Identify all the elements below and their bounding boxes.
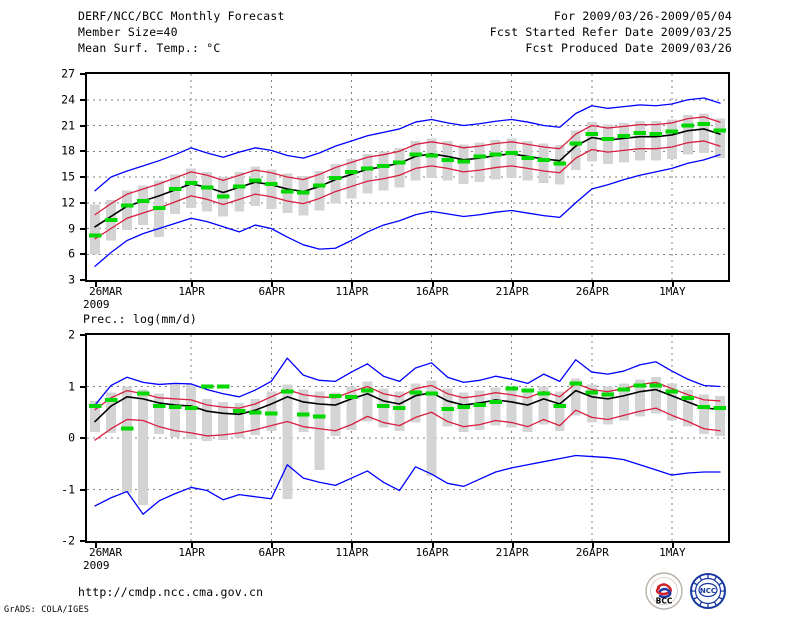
temperature-x-axis-year: 2009: [83, 298, 110, 311]
x-axis-tick-label: 26APR: [575, 546, 609, 559]
header-left-block: DERF/NCC/BCC Monthly Forecast Member Siz…: [78, 8, 285, 56]
header-member-size: Member Size=40: [78, 25, 178, 39]
y-axis-tick-mark: [80, 488, 85, 491]
forecast-produced-date: Fcst Produced Date 2009/03/26: [525, 41, 732, 55]
precipitation-panel: Prec.: log(mm/d) -2 -1 0 1 2 26MAR 1APR 6APR 11…: [61, 312, 730, 572]
temperature-plot-frame: [85, 72, 730, 282]
y-axis-tick-mark: [80, 385, 85, 388]
y-axis-tick-label: 9: [68, 221, 75, 235]
y-axis-tick-mark: [80, 540, 85, 542]
x-axis-tick-mark: [671, 282, 674, 287]
x-axis-tick-mark: [191, 543, 194, 548]
y-axis-tick-label: -1: [61, 482, 75, 496]
y-axis-tick-mark: [80, 227, 85, 230]
grads-credit: GrADS: COLA/IGES: [4, 605, 90, 615]
temperature-panel: 3 6 9 12 15 18 21 24 27 26MAR 1APR 6APR 11APR 16APR 2…: [61, 66, 730, 311]
x-axis-tick-mark: [271, 543, 274, 548]
x-axis-tick-label: 26MAR: [89, 285, 123, 298]
precipitation-x-axis-year: 2009: [83, 559, 110, 572]
y-axis-tick-label: 24: [61, 92, 75, 107]
y-axis-tick-mark: [80, 334, 85, 336]
x-axis-tick-mark: [351, 543, 354, 548]
y-axis-tick-mark: [80, 279, 85, 281]
x-axis-tick-label: 21APR: [495, 546, 529, 559]
y-axis-tick-mark: [80, 124, 85, 127]
y-axis-tick-label: -2: [61, 533, 75, 548]
y-axis-tick-mark: [80, 150, 85, 153]
y-axis-tick-mark: [80, 253, 85, 256]
ncc-logo: NCC: [689, 572, 727, 610]
y-axis-tick-label: 18: [61, 143, 75, 158]
x-axis-tick-label: 16APR: [415, 546, 449, 559]
y-axis-tick-mark: [80, 98, 85, 101]
y-axis-tick-label: 12: [61, 195, 75, 210]
y-axis-tick-label: 21: [61, 118, 75, 132]
x-axis-tick-mark: [511, 543, 514, 548]
logo-group: BCC NCC: [645, 572, 745, 610]
forecast-period: For 2009/03/26-2009/05/04: [553, 9, 732, 23]
y-axis-tick-label: 6: [68, 246, 75, 261]
x-axis-tick-label: 1MAY: [659, 285, 686, 298]
x-axis-tick-mark: [271, 282, 274, 287]
header-title: DERF/NCC/BCC Monthly Forecast: [78, 9, 285, 23]
y-axis-tick-label: 1: [68, 379, 75, 393]
y-axis-tick-label: 2: [68, 327, 75, 342]
x-axis-tick-label: 21APR: [495, 285, 529, 298]
precipitation-title: Prec.: log(mm/d): [83, 312, 197, 326]
svg-text:BCC: BCC: [656, 597, 673, 606]
x-axis-tick-label: 6APR: [258, 285, 285, 298]
y-axis-tick-label: 15: [61, 169, 75, 184]
x-axis-tick-label: 1MAY: [659, 546, 686, 559]
y-axis-tick-mark: [80, 437, 85, 439]
y-axis-tick-label: 3: [68, 272, 75, 287]
y-axis-tick-mark: [80, 201, 85, 204]
x-axis-tick-label: 26APR: [575, 285, 609, 298]
x-axis-tick-mark: [191, 282, 194, 287]
y-axis-tick-mark: [80, 73, 85, 75]
precipitation-plot-frame: [85, 333, 730, 543]
x-axis-tick-mark: [591, 282, 594, 287]
x-axis-tick-mark: [95, 543, 97, 548]
bcc-logo: BCC: [645, 572, 683, 610]
x-axis-tick-mark: [671, 543, 674, 548]
header: DERF/NCC/BCC Monthly Forecast Member Siz…: [0, 0, 800, 66]
cmdp-url[interactable]: http://cmdp.ncc.cma.gov.cn: [78, 585, 264, 599]
x-axis-tick-label: 1APR: [178, 285, 205, 298]
y-axis-tick-mark: [80, 176, 85, 178]
x-axis-tick-label: 6APR: [258, 546, 285, 559]
header-variable-label: Mean Surf. Temp.: °C: [78, 41, 221, 55]
precipitation-plot-canvas: [87, 335, 728, 541]
header-right-block: For 2009/03/26-2009/05/04 Fcst Started R…: [490, 8, 732, 56]
x-axis-tick-label: 11APR: [335, 546, 369, 559]
x-axis-tick-mark: [351, 282, 354, 287]
svg-text:NCC: NCC: [700, 587, 716, 595]
x-axis-tick-mark: [431, 282, 434, 287]
x-axis-tick-mark: [431, 543, 434, 548]
x-axis-tick-label: 11APR: [335, 285, 369, 298]
x-axis-tick-mark: [511, 282, 514, 287]
x-axis-tick-label: 1APR: [178, 546, 205, 559]
temperature-plot-canvas: [87, 74, 728, 280]
x-axis-tick-label: 16APR: [415, 285, 449, 298]
x-axis-tick-label: 26MAR: [89, 546, 123, 559]
forecast-start-date: Fcst Started Refer Date 2009/03/25: [489, 25, 732, 39]
y-axis-tick-label: 0: [68, 430, 75, 445]
x-axis-tick-mark: [95, 282, 97, 287]
y-axis-tick-label: 27: [61, 66, 75, 81]
x-axis-tick-mark: [591, 543, 594, 548]
